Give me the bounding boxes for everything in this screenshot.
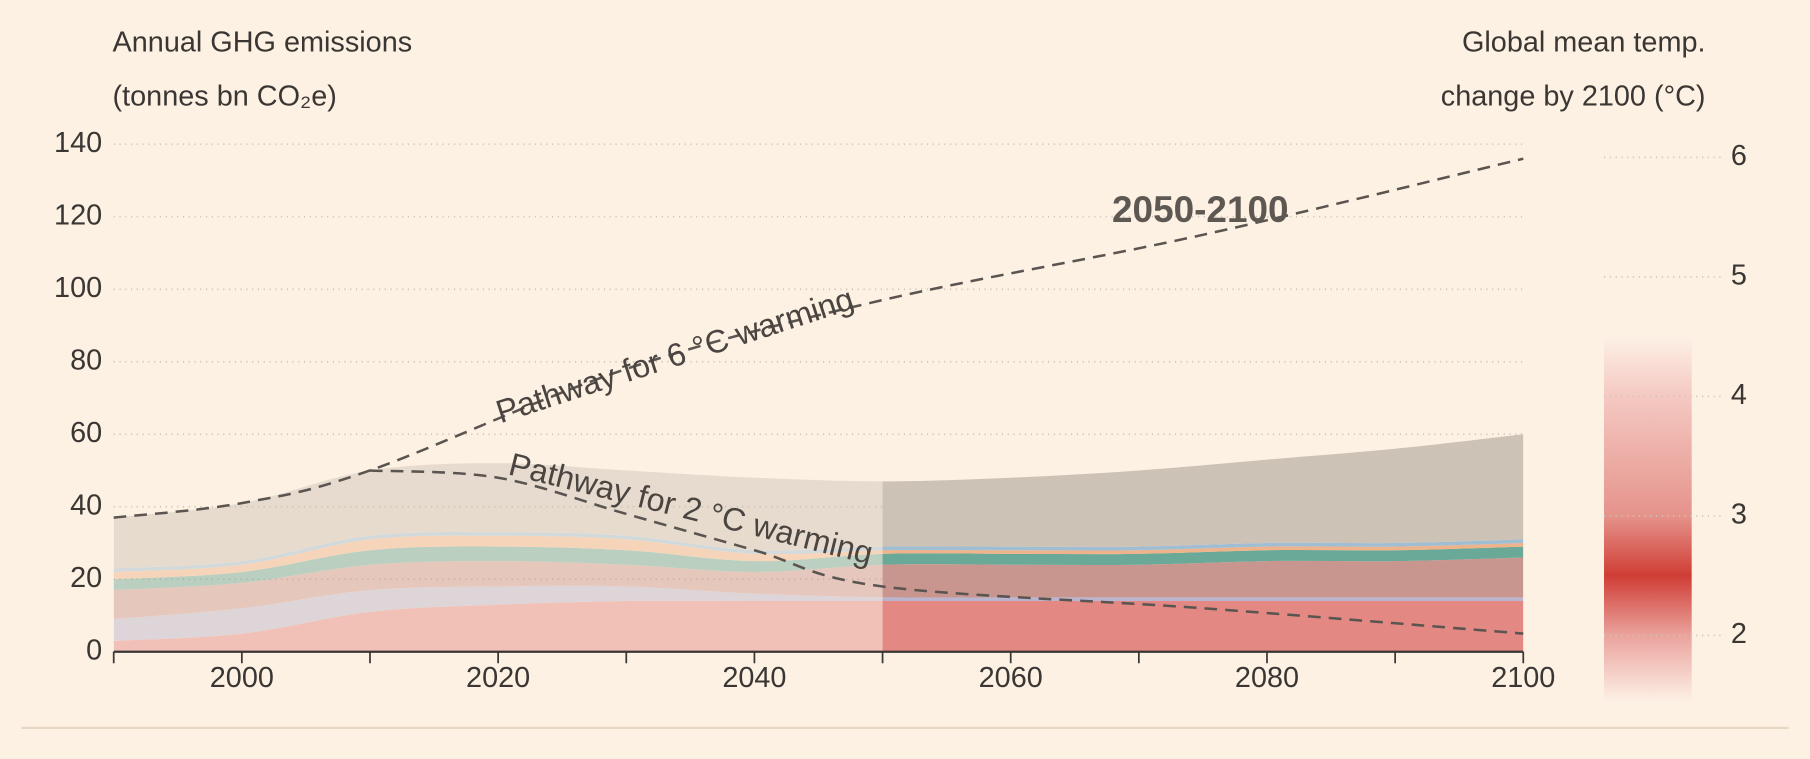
y-tick-label: 140: [54, 127, 102, 159]
y-tick-label: 60: [70, 417, 102, 449]
y2-tick-label: 2: [1731, 618, 1747, 650]
area: [882, 600, 1524, 652]
y-tick-label: 20: [70, 562, 102, 594]
y2-title: Global mean temp.: [1462, 26, 1706, 58]
pathway-line: [369, 469, 1524, 635]
y-title: Annual GHG emissions: [113, 26, 413, 58]
area: [882, 546, 1524, 565]
area: [113, 535, 883, 580]
y2-tick-label: 6: [1731, 140, 1747, 172]
area: [882, 539, 1524, 551]
pathway-line: [113, 157, 1524, 519]
x-tick-label: 2000: [210, 662, 274, 694]
area: [113, 531, 883, 572]
area: [113, 585, 883, 641]
y-title: (tonnes bn CO₂e): [113, 81, 337, 113]
area: [113, 546, 883, 591]
y-tick-label: 80: [70, 344, 102, 376]
x-tick-label: 2020: [466, 662, 530, 694]
y2-tick-label: 4: [1731, 379, 1747, 411]
area: [882, 557, 1524, 598]
y2-tick-label: 5: [1731, 259, 1747, 291]
y-tick-label: 40: [70, 489, 102, 521]
y-tick-label: 100: [54, 272, 102, 304]
y-tick-label: 0: [86, 634, 102, 666]
x-tick-label: 2080: [1235, 662, 1299, 694]
y2-tick-label: 3: [1731, 499, 1747, 531]
y-tick-label: 120: [54, 199, 102, 231]
area: [113, 600, 883, 652]
area-group-highlight: [882, 434, 1524, 652]
x-tick-label: 2040: [722, 662, 786, 694]
y2-title: change by 2100 (°C): [1441, 81, 1706, 113]
x-tick-label: 2100: [1491, 662, 1555, 694]
area: [882, 542, 1524, 555]
x-tick-label: 2060: [979, 662, 1043, 694]
area: [113, 561, 883, 620]
colorbar: [1604, 336, 1692, 702]
annotation: 2050-2100: [1112, 189, 1289, 230]
area: [882, 434, 1524, 547]
